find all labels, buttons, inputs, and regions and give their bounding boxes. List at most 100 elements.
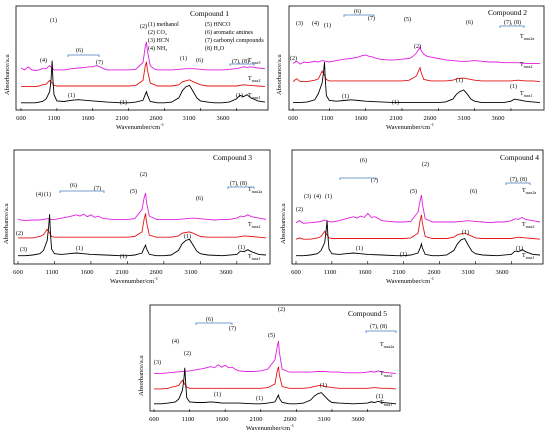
chart-title: Compound 2 <box>488 8 527 17</box>
curve-labels: Tmax2a Tmax2 Tmax1 <box>522 188 537 260</box>
panel-compound-3: Compound 3 Absorbance/a.u Wavenumber/cm-… <box>3 149 271 285</box>
spectrum-line-tmax2a <box>295 194 541 224</box>
x-tick-label: 3600 <box>492 115 505 122</box>
peak-label: (1) <box>376 393 383 400</box>
peak-label: (6) <box>196 195 203 202</box>
plot-frame <box>291 149 544 265</box>
peak-label: (1) <box>184 233 191 240</box>
x-tick-label: 600 <box>13 269 23 276</box>
spectrum-line-tmax1 <box>18 214 267 257</box>
peak-label: (6) <box>70 182 77 189</box>
plot-frame <box>13 149 271 265</box>
peak-label: (5) <box>404 16 411 23</box>
spectrum-line-tmax2a <box>17 192 267 222</box>
x-tick-label: 2600 <box>424 115 437 122</box>
x-tick-label: 1600 <box>216 416 229 423</box>
curve-label-tmax2a: Tmax2a <box>248 187 263 194</box>
x-tick-label: 1100 <box>46 269 59 276</box>
x-tick-label: 2100 <box>250 416 263 423</box>
peak-label: (3) <box>154 359 161 366</box>
peak-label: (7) <box>94 185 101 192</box>
legend-entry: (6) aromatic amines <box>205 29 254 36</box>
x-tick-labels: 600 1100 1600 2100 2600 3100 3600 <box>149 416 364 423</box>
peak-label: (4) <box>314 193 321 200</box>
peak-label: (6) <box>360 157 367 164</box>
spectra <box>153 341 397 412</box>
peak-label: (1) <box>76 245 83 252</box>
bracket-line <box>227 186 255 189</box>
peak-label: (1) <box>214 391 221 398</box>
spectrum-line-tmax1 <box>154 367 397 405</box>
plot-frame <box>15 5 269 111</box>
y-axis-label: Absorbance/a.u <box>280 203 287 244</box>
peak-label: (5) <box>130 188 137 195</box>
peak-label: (1) <box>400 251 407 258</box>
x-tick-labels: 600 1100 1600 2100 2600 3100 3600 <box>16 115 229 122</box>
x-tick-label: 3600 <box>217 115 230 122</box>
peak-label: (1) <box>256 395 263 402</box>
x-tick-label: 3100 <box>183 115 196 122</box>
x-tick-label: 2600 <box>150 115 163 122</box>
peak-label: (2) <box>184 350 191 357</box>
spectrum-line-tmax2 <box>21 61 266 88</box>
peak-annotations: (3) (4) (1) (6) (7) (5) (6) (7), (8) (2)… <box>296 157 531 258</box>
bracket-line <box>59 190 105 193</box>
spectrum-line-tmax2a <box>292 45 540 65</box>
bracket-line <box>67 54 100 57</box>
legend-entry: (3) HCN <box>148 37 170 44</box>
x-tick-label: 1600 <box>355 115 368 122</box>
x-tick-label: 1600 <box>81 269 94 276</box>
curve-label-tmax2a: Tmax2a <box>520 34 535 41</box>
peak-label: (6) <box>76 47 83 54</box>
x-tick-label: 2100 <box>393 269 406 276</box>
peak-label: (1) <box>180 55 187 62</box>
panel-compound-2: Compound 2 Absorbance/a.u Wavenumber/cm-… <box>276 5 545 131</box>
peak-label: (3) <box>304 193 311 200</box>
peak-label: (6) <box>196 57 203 64</box>
peak-label: (3) <box>296 20 303 27</box>
peak-label: (1) <box>392 99 399 106</box>
x-axis-label: Wavenumber/cm-1 <box>116 122 164 131</box>
x-tick-label: 3100 <box>318 416 331 423</box>
peak-label: (7), (8) <box>232 58 249 65</box>
curve-label-tmax1: Tmax1 <box>520 91 533 98</box>
peak-label: (2) <box>140 23 147 30</box>
x-tick-labels: 600 1100 1600 2100 2600 3100 3600 <box>13 269 232 276</box>
bracket-line <box>343 14 375 17</box>
spectra <box>292 45 541 111</box>
peak-label: (1) <box>356 245 363 252</box>
legend-entry: (2) CO₂ <box>148 29 167 36</box>
curve-label-tmax2: Tmax2 <box>248 76 261 83</box>
spectra <box>295 194 541 264</box>
peak-label: (6) <box>206 316 213 323</box>
chart-title: Compound 3 <box>213 153 252 162</box>
panel-compound-1: Compound 1 (1) methanol (2) CO₂ (3) HCN … <box>4 5 269 131</box>
x-tick-label: 3100 <box>462 269 475 276</box>
peak-label: (5) <box>410 188 417 195</box>
x-axis-label: Wavenumber/cm-1 <box>386 276 434 285</box>
legend-entry: (8) H₂O <box>205 45 225 52</box>
curve-labels: Tmax2a Tmax2 Tmax1 <box>520 34 535 98</box>
peak-label: (4) <box>36 191 43 198</box>
x-tick-label: 600 <box>291 269 301 276</box>
x-tick-label: 3600 <box>220 269 233 276</box>
x-tick-label: 2100 <box>390 115 403 122</box>
x-tick-label: 2600 <box>150 269 163 276</box>
peak-label: (7) <box>371 177 378 184</box>
spectrum-line-tmax1 <box>293 61 541 104</box>
chart-title: Compound 1 <box>190 9 229 18</box>
x-tick-label: 3600 <box>352 416 365 423</box>
curve-label-tmax2: Tmax2 <box>380 371 393 378</box>
peak-label: (7), (8) <box>370 323 387 330</box>
chart-title: Compound 4 <box>500 153 539 162</box>
peak-label: (1) <box>510 83 517 90</box>
peak-label: (6) <box>466 19 473 26</box>
legend-entry: (4) NH₃ <box>148 45 167 52</box>
curve-label-tmax3: Tmax3 <box>248 58 261 65</box>
bracket-line <box>505 182 531 185</box>
spectrum-line-tmax2 <box>18 213 267 239</box>
x-tick-label: 1100 <box>182 416 195 423</box>
peak-annotations: (4) (6) (7) (5) (2) (7), (8) (2) (3) (1)… <box>154 306 397 402</box>
peak-label: (4) <box>172 338 179 345</box>
curve-labels: Tmax3 Tmax2 Tmax1 <box>248 58 261 100</box>
